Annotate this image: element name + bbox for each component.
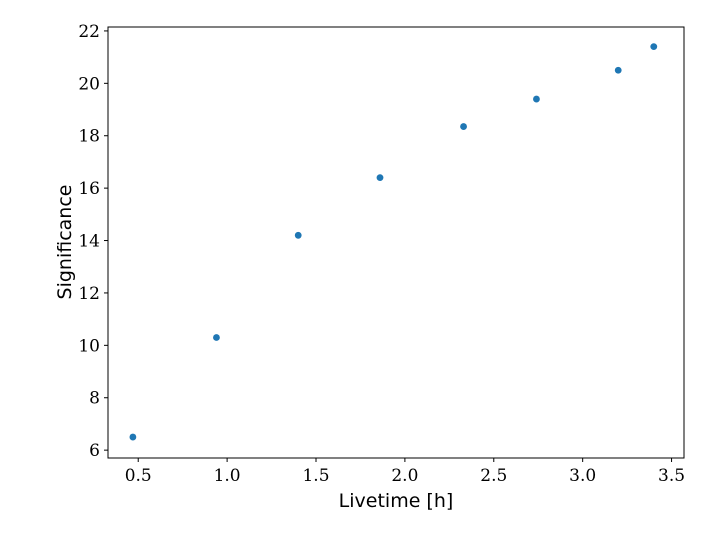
- x-tick-label: 0.5: [125, 466, 152, 486]
- y-tick-label: 6: [89, 441, 100, 461]
- y-tick-label: 10: [78, 336, 100, 356]
- data-point: [460, 123, 467, 130]
- data-point: [129, 433, 137, 441]
- y-tick-label: 12: [78, 284, 100, 304]
- x-axis-ticks: 0.5 1.0 1.5 2.0 2.5 3.0 3.5: [125, 458, 685, 486]
- y-axis-label: Significance: [54, 185, 76, 300]
- y-tick-label: 18: [78, 127, 100, 147]
- x-tick-label: 2.0: [391, 466, 418, 486]
- data-points: [129, 43, 658, 441]
- x-tick-label: 3.5: [658, 466, 685, 486]
- x-tick-label: 2.5: [480, 466, 507, 486]
- x-axis-label: Livetime [h]: [339, 490, 454, 512]
- y-tick-label: 8: [89, 389, 100, 409]
- y-axis-ticks: 6 8 10 12 14 16 18 20 22: [78, 22, 108, 461]
- y-tick-label: 16: [78, 179, 100, 199]
- y-tick-label: 20: [78, 74, 100, 94]
- y-tick-label: 14: [78, 232, 100, 252]
- data-point: [294, 231, 302, 239]
- data-point: [213, 334, 220, 341]
- y-tick-label: 22: [78, 22, 100, 42]
- data-point: [614, 66, 622, 74]
- data-point: [376, 174, 384, 182]
- x-tick-label: 3.0: [569, 466, 596, 486]
- x-tick-label: 1.0: [214, 466, 241, 486]
- data-point: [650, 43, 658, 51]
- x-tick-label: 1.5: [302, 466, 329, 486]
- plot-frame: [107, 26, 685, 459]
- data-point: [533, 95, 540, 103]
